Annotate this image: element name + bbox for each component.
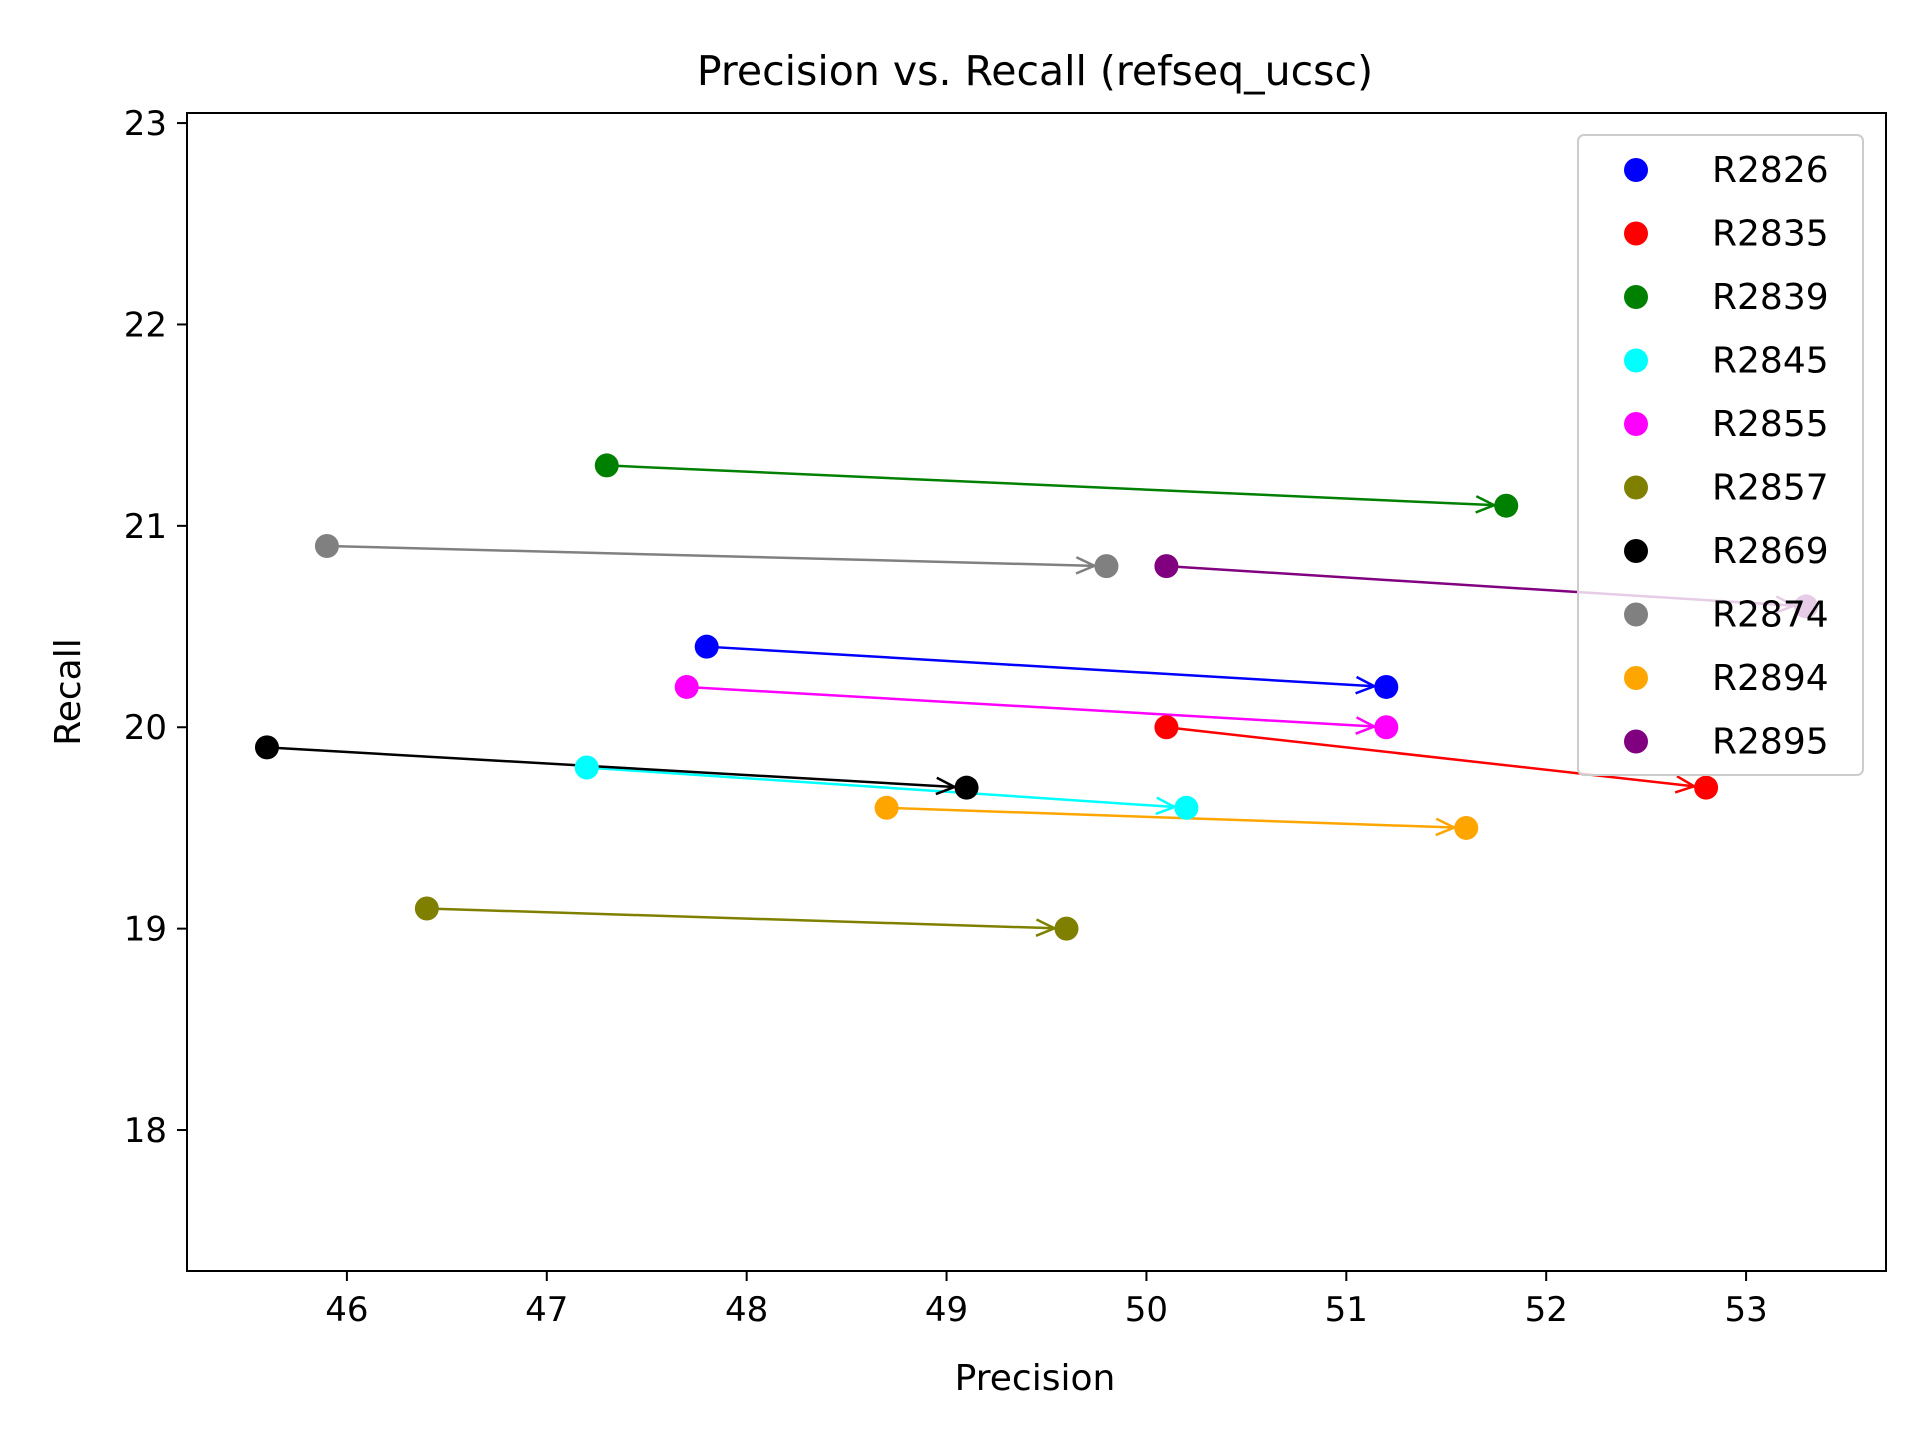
- y-tick-label: 20: [124, 708, 167, 748]
- y-tick-label: 18: [124, 1111, 167, 1151]
- x-axis-ticks: 46 47 48 49 50 51 52 53: [325, 1271, 1768, 1330]
- arrow-R2835: [1166, 726, 1695, 788]
- point-R2835-end: [1694, 775, 1719, 800]
- x-axis-label: Precision: [955, 1358, 1116, 1399]
- y-tick-label: 23: [124, 104, 167, 144]
- point-R2874-end: [1094, 554, 1119, 579]
- arrowhead-R2835: [1674, 775, 1698, 794]
- x-tick-label: 51: [1325, 1290, 1368, 1330]
- point-R2869-end: [954, 775, 979, 800]
- point-R2857-start: [414, 896, 439, 921]
- x-tick-label: 47: [525, 1290, 568, 1330]
- legend-box: [1577, 134, 1864, 776]
- y-tick-label: 19: [124, 910, 167, 950]
- arrow-R2869: [266, 746, 955, 789]
- point-R2869-start: [254, 735, 279, 760]
- legend-label-R2874: R2874: [1712, 595, 1829, 636]
- legend-marker-R2835: [1624, 221, 1648, 246]
- arrow-R2826: [706, 645, 1375, 688]
- point-R2845-start: [574, 755, 599, 780]
- point-R2826-end: [1374, 674, 1399, 699]
- series-arrows: [266, 464, 1798, 937]
- arrow-R2845: [586, 766, 1175, 809]
- x-tick-label: 53: [1724, 1290, 1767, 1330]
- x-tick-label: 52: [1525, 1290, 1568, 1330]
- point-R2894-start: [874, 795, 899, 820]
- y-tick-label: 21: [124, 507, 167, 547]
- arrowhead-R2855: [1355, 716, 1378, 735]
- legend-label-R2895: R2895: [1712, 722, 1829, 763]
- point-R2894-end: [1454, 815, 1479, 840]
- legend-label-R2839: R2839: [1712, 277, 1829, 318]
- legend-marker-R2826: [1624, 158, 1648, 182]
- point-R2826-start: [694, 634, 719, 659]
- arrow-R2894: [886, 806, 1455, 829]
- legend-marker-R2839: [1624, 285, 1648, 309]
- point-R2835-start: [1154, 715, 1179, 740]
- arrow-R2855: [686, 685, 1375, 728]
- legend-label-R2835: R2835: [1712, 214, 1829, 255]
- legend-marker-R2845: [1624, 348, 1648, 373]
- y-axis-ticks: 18 19 20 21 22 23: [124, 104, 187, 1151]
- arrow-R2874: [326, 544, 1095, 568]
- x-tick-label: 46: [325, 1290, 368, 1330]
- legend-label-R2857: R2857: [1712, 468, 1829, 509]
- y-tick-label: 22: [124, 305, 167, 345]
- x-tick-label: 49: [925, 1290, 968, 1330]
- point-R2874-start: [314, 533, 339, 558]
- x-tick-label: 48: [725, 1290, 768, 1330]
- legend-marker-R2895: [1624, 729, 1648, 754]
- legend-marker-R2855: [1624, 412, 1648, 436]
- arrow-R2839: [606, 464, 1495, 507]
- point-R2855-start: [674, 674, 699, 699]
- legend-marker-R2894: [1624, 666, 1648, 690]
- legend: R2826 R2835 R2839 R2845 R2855 R2857 R2869 R2874…: [1577, 134, 1864, 776]
- arrowhead-R2874: [1075, 556, 1098, 575]
- legend-marker-R2857: [1624, 475, 1648, 500]
- y-axis-label: Recall: [48, 638, 89, 745]
- legend-marker-R2874: [1624, 602, 1648, 627]
- point-R2839-start: [594, 453, 619, 478]
- legend-label-R2855: R2855: [1712, 404, 1829, 445]
- point-R2845-end: [1174, 795, 1199, 820]
- legend-label-R2869: R2869: [1712, 531, 1829, 572]
- point-R2839-end: [1494, 493, 1519, 518]
- legend-label-R2845: R2845: [1712, 341, 1829, 382]
- legend-marker-R2869: [1624, 539, 1648, 563]
- chart-title: Precision vs. Recall (refseq_ucsc): [697, 47, 1373, 95]
- arrow-R2857: [426, 907, 1055, 930]
- arrowhead-R2869: [935, 776, 958, 796]
- arrowhead-R2894: [1435, 817, 1458, 837]
- x-tick-label: 50: [1125, 1290, 1168, 1330]
- legend-label-R2894: R2894: [1712, 658, 1829, 699]
- legend-label-R2826: R2826: [1712, 150, 1829, 191]
- point-R2857-end: [1054, 916, 1079, 941]
- plot-area-frame: [186, 112, 1887, 1272]
- point-R2855-end: [1374, 715, 1399, 740]
- point-R2895-start: [1154, 554, 1179, 579]
